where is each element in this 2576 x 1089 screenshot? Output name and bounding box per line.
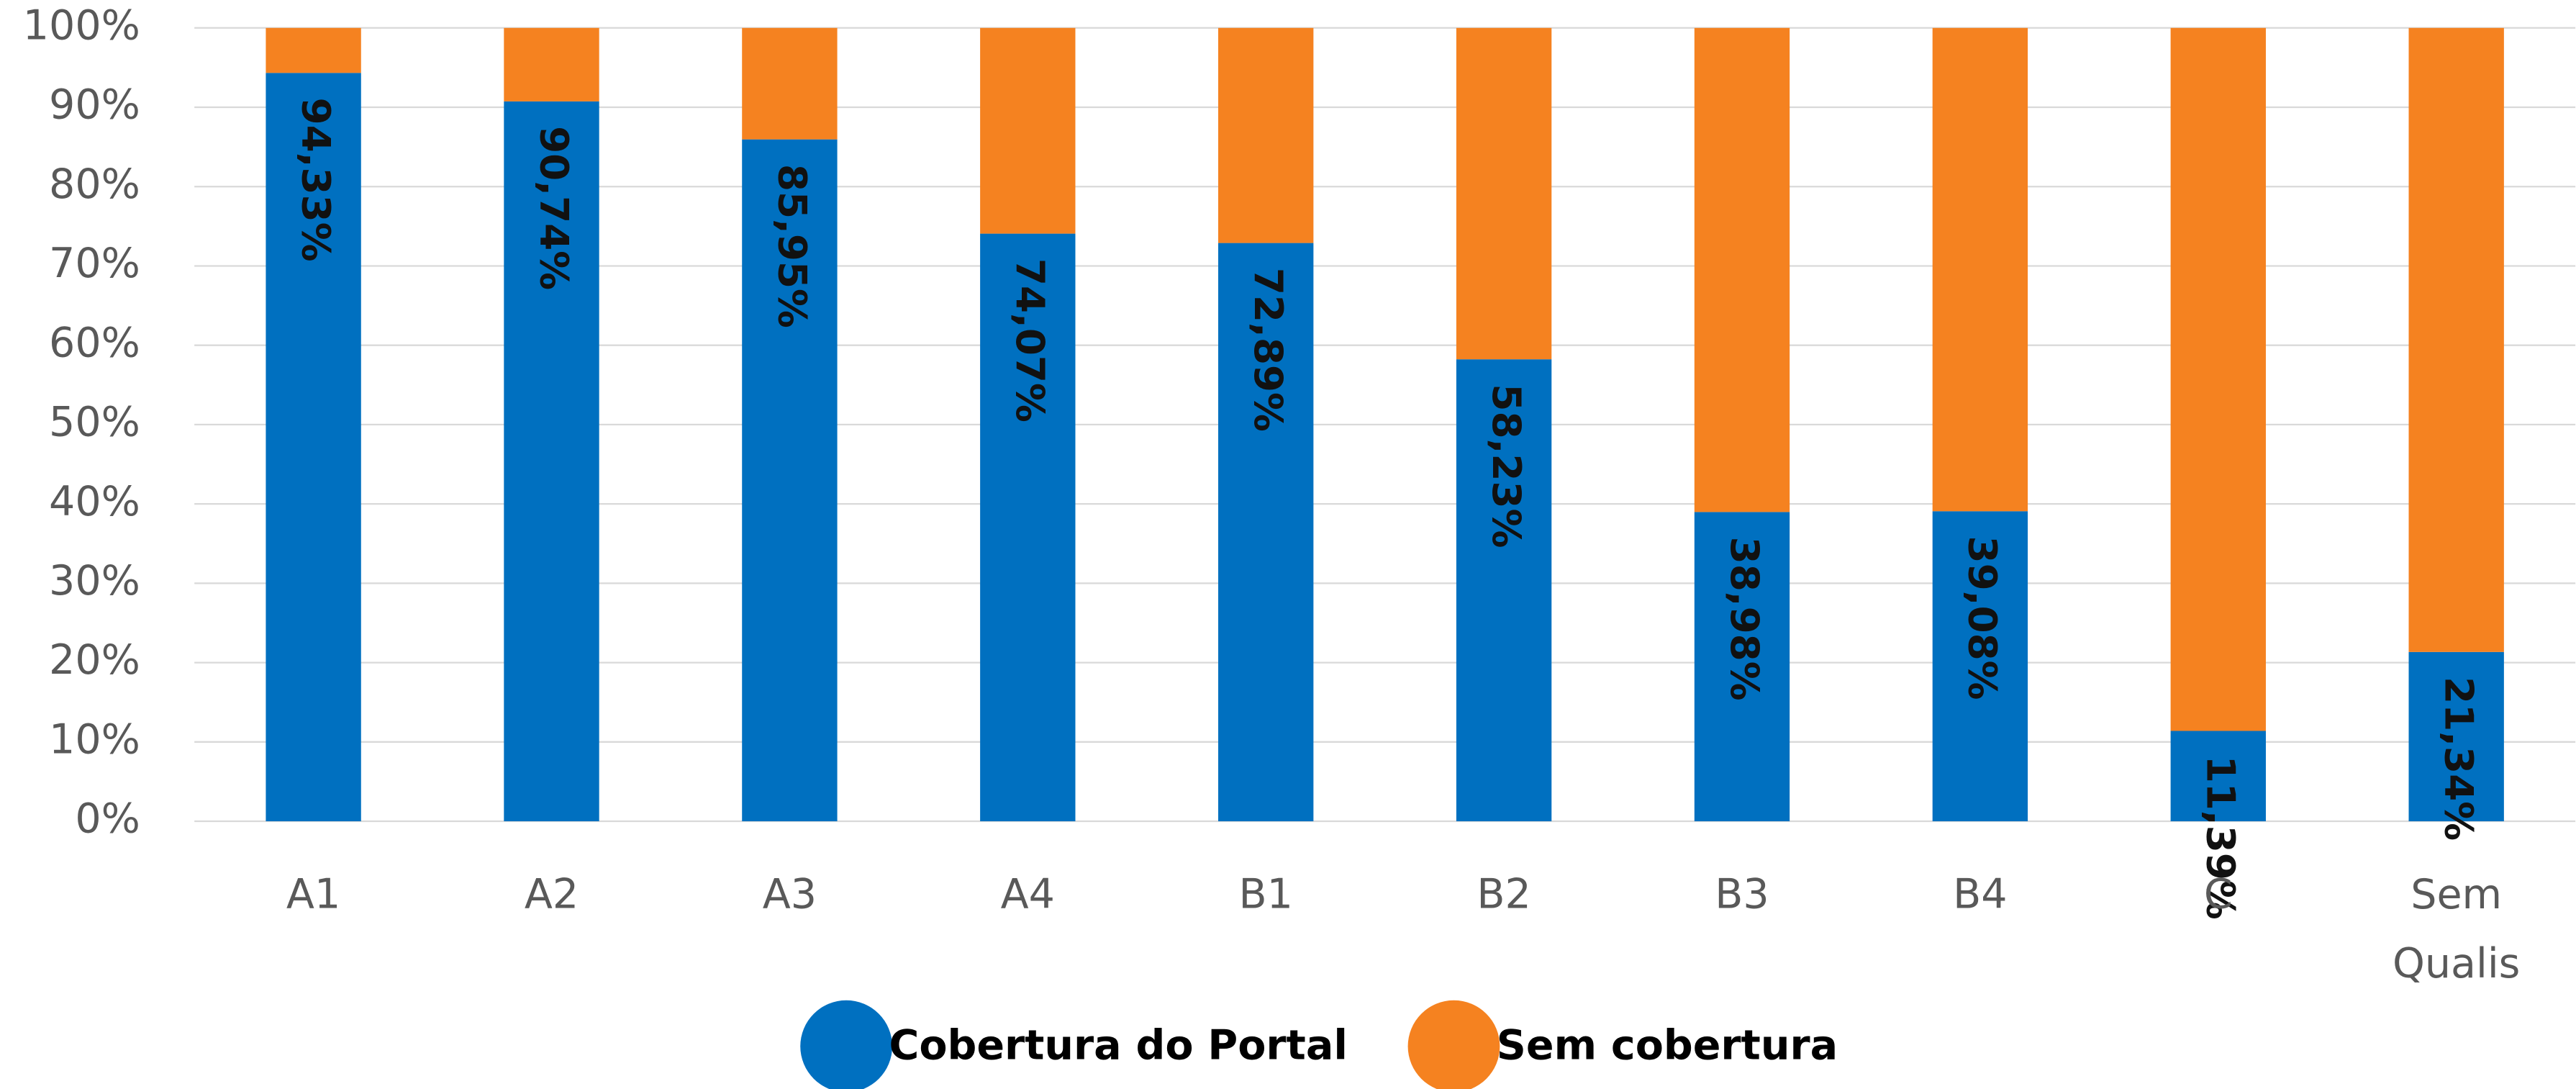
y-tick-label: 50% [49,399,140,446]
bar-segment [742,27,838,140]
x-tick-label: B2 [1477,871,1530,918]
y-tick-label: 0% [75,795,140,843]
legend-swatch [1407,1000,1500,1089]
bar-segment [2408,651,2504,822]
bar-segment [980,233,1076,822]
data-label: 94,33% [293,98,339,262]
bar-segment [1456,27,1552,360]
data-label: 90,74% [531,126,577,290]
y-tick-label: 20% [49,636,140,684]
bar-segment [980,27,1076,234]
x-tick-label: C [2204,871,2233,918]
x-tick-label: A1 [286,871,340,918]
data-label: 74,07% [1007,258,1053,423]
bar-segment [2408,27,2504,652]
bar-segment [1218,27,1314,243]
legend-label: Sem cobertura [1497,1022,1838,1070]
y-tick-label: 100% [23,1,140,49]
legend-label: Cobertura do Portal [889,1022,1347,1070]
bar-segment [1456,359,1552,822]
data-label: 11,39% [2198,756,2244,920]
data-label: 38,98% [1722,537,1768,701]
data-label: 58,23% [1484,384,1530,548]
y-tick-label: 80% [49,161,140,208]
bar-segment [2170,27,2266,731]
y-tick-label: 90% [49,81,140,129]
bar-segment [1694,512,1790,822]
data-label: 21,34% [2436,677,2482,841]
y-tick-label: 60% [49,319,140,366]
data-label: 72,89% [1246,268,1292,432]
bar-segment [266,73,361,822]
bar-segment [1218,243,1314,822]
bar-segment [504,101,599,822]
data-label: 85,95% [769,164,815,328]
x-tick-label: B3 [1715,871,1769,918]
y-tick-label: 30% [49,557,140,605]
bar-segment [742,139,838,822]
x-tick-label: B1 [1238,871,1292,918]
x-tick-label: A4 [1001,871,1055,918]
bar-segment [1932,27,2028,512]
y-tick-label: 40% [49,478,140,525]
y-tick-label: 10% [49,715,140,763]
x-tick-label: A2 [525,871,579,918]
x-tick-label: Sem Qualis [2393,871,2520,988]
bar-segment [504,27,599,101]
bar-segment [1694,27,1790,512]
bar-segment [2170,731,2266,822]
y-tick-label: 70% [49,240,140,287]
legend-swatch [800,1000,893,1089]
bar-segment [1932,511,2028,822]
data-label: 39,08% [1960,536,2006,700]
x-tick-label: A3 [763,871,817,918]
x-tick-label: B4 [1953,871,2007,918]
bar-segment [266,27,361,73]
